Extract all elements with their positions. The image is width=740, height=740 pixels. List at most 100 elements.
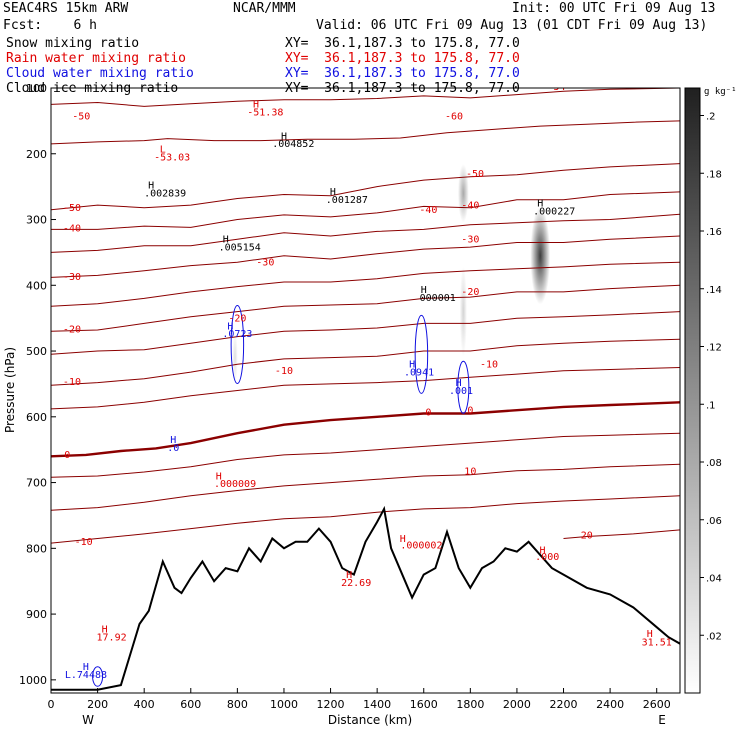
contour-label-20: -10 [75, 537, 93, 548]
y-tick-label-4: 500 [26, 345, 47, 358]
colorbar-tick-label-5: .12 [706, 343, 722, 354]
contour-label-15: -10 [480, 359, 498, 370]
terrain-path [51, 505, 680, 691]
colorbar-tick-label-2: .06 [706, 516, 722, 527]
contour-label-9: -30 [461, 235, 479, 246]
contour-label-58: .0 [167, 443, 179, 454]
temperature-contour-0-12 [51, 432, 680, 478]
cloud-water-contour-3 [92, 666, 104, 687]
contour-label-17: 0 [467, 406, 473, 417]
contour-label-51: H [227, 321, 233, 332]
x-tick-label-13: 2600 [643, 698, 671, 711]
temperature-contour--10-9 [51, 338, 680, 386]
contour-label-6: -40 [461, 200, 479, 211]
field-rain-xy: XY= 36.1,187.3 to 175.8, 77.0 [285, 51, 520, 66]
mixing-ratio-shading [232, 163, 551, 384]
terrain-line [51, 505, 680, 691]
contour-label-5: -40 [419, 205, 437, 216]
colorbar-tick-label-3: .08 [706, 458, 722, 469]
y-tick-label-1: 200 [26, 148, 47, 161]
x-tick-label-6: 1200 [317, 698, 345, 711]
contour-label-48: .000227 [533, 206, 575, 217]
temperature-contour--30-6 [51, 261, 680, 307]
field-snow-name: Snow mixing ratio [6, 36, 140, 51]
y-tick-label-6: 700 [26, 477, 47, 490]
contour-label-60: L.74488 [65, 670, 107, 681]
plot-frame [50, 87, 681, 694]
cloud-water-contour-1 [414, 314, 429, 394]
temperature-contour--40-4 [51, 213, 680, 253]
contour-label-52: .0723 [222, 329, 252, 340]
x-tick-label-5: 1000 [270, 698, 298, 711]
contour-label-55: H [456, 378, 462, 389]
colorbar-tick-label-4: .1 [706, 400, 716, 411]
contour-label-56: .001 [449, 386, 473, 397]
contour-label-16: 0 [425, 407, 431, 418]
contour-labels: -60 -50 -50 -50 -40 -40 -40 -30 -30 -30 -20 -20 -20 -… [63, 88, 672, 681]
contour-label-3: -50 [466, 169, 484, 180]
contour-label-32: .000 [535, 552, 559, 563]
x-tick-label-10: 2000 [503, 698, 531, 711]
x-tick-label-2: 400 [134, 698, 155, 711]
x-axis-label: Distance (km) [328, 713, 412, 727]
valid-time: Valid: 06 UTC Fri 09 Aug 13 (01 CDT Fri … [316, 18, 708, 33]
contour-label-49: H [421, 285, 427, 296]
contour-label-46: .005154 [219, 242, 261, 253]
x-tick-label-1: 200 [87, 698, 108, 711]
contour-label-28: .000009 [214, 479, 256, 490]
contour-label-23: -51.38 [247, 108, 283, 119]
x-tick-label-4: 800 [227, 698, 248, 711]
shading-blob-2 [459, 266, 467, 358]
x-tick-label-11: 2200 [550, 698, 578, 711]
field-rain-name: Rain water mixing ratio [6, 51, 187, 66]
temperature-contour--10-10 [51, 367, 680, 410]
colorbar [684, 87, 701, 694]
contour-label-33: H [346, 570, 352, 581]
west-label: W [82, 713, 94, 727]
contour-label-30: .000002 [400, 540, 442, 551]
x-tick-label-8: 1600 [410, 698, 438, 711]
init-time: Init: 00 UTC Fri 09 Aug 13 [512, 1, 716, 16]
x-tick-label-9: 1800 [456, 698, 484, 711]
contour-label-59: H [83, 662, 89, 673]
y-tick-label-9: 1000 [19, 674, 47, 687]
y-tick-label-0: 100 [26, 82, 47, 95]
east-label: E [658, 713, 666, 727]
contour-label-50: 000001 [420, 293, 456, 304]
contour-label-21: 20 [581, 530, 593, 541]
contour-label-38: 31.51 [642, 638, 672, 649]
contour-label-12: -20 [461, 287, 479, 298]
contour-label-53: H [409, 359, 415, 370]
contour-label-27: H [216, 471, 222, 482]
contour-label-40: .004852 [272, 139, 314, 150]
colorbar-tick-label-9: .2 [706, 112, 716, 123]
colorbar-tick-label-7: .16 [706, 227, 722, 238]
contour-label-39: H [281, 131, 287, 142]
model-title: SEAC4RS 15km ARW [3, 1, 129, 16]
contour-label-42: .002839 [144, 189, 186, 200]
contour-label-13: -10 [63, 377, 81, 388]
temperature-contours [51, 88, 680, 544]
contour-label-54: .0941 [404, 367, 434, 378]
y-tick-label-2: 300 [26, 214, 47, 227]
colorbar-tick-label-8: .18 [706, 169, 722, 180]
contour-label-35: H [102, 625, 108, 636]
temperature-contour-10-13 [51, 463, 680, 511]
shading-blob-0 [530, 206, 551, 305]
contour-label-43: H [330, 187, 336, 198]
cloud-water-contour-0 [230, 304, 245, 384]
contour-label-29: H [400, 534, 406, 545]
contour-label-10: -20 [63, 325, 81, 336]
cloud-water-contour-2 [457, 360, 470, 414]
contour-label-45: H [223, 235, 229, 246]
temperature-contour--50-1 [51, 120, 680, 145]
y-tick-label-7: 800 [26, 542, 47, 555]
y-axis-label: Pressure (hPa) [3, 347, 17, 433]
colorbar-tick-label-0: .02 [706, 631, 722, 642]
contour-label-36: 17.92 [97, 632, 127, 643]
forecast-hour: Fcst: 6 h [3, 18, 97, 33]
x-tick-label-3: 600 [180, 698, 201, 711]
field-cloud-water-name: Cloud water mixing ratio [6, 66, 194, 81]
contour-label-11: -20 [228, 313, 246, 324]
